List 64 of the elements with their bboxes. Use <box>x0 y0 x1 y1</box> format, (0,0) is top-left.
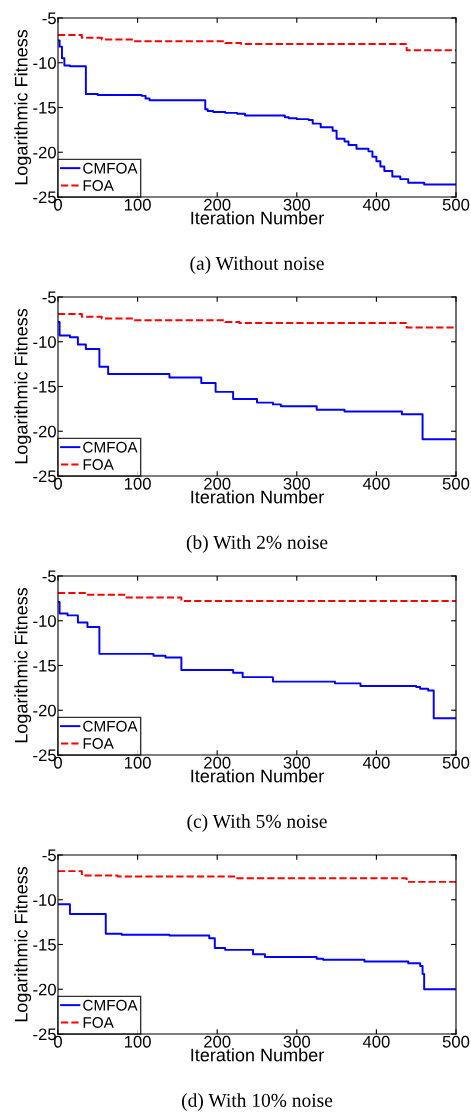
x-tick-label: 100 <box>124 1035 151 1048</box>
x-tick-label: 100 <box>124 198 151 211</box>
text: (b) With 2% noise <box>186 535 328 553</box>
y-tick-label: -5 <box>42 291 56 304</box>
y-tick-label: -20 <box>33 425 56 438</box>
x-tick-label: 200 <box>204 198 231 211</box>
x-tick-label: 0 <box>54 198 62 211</box>
y-tick-label: -10 <box>33 894 56 906</box>
legend-label: CMFOA <box>83 162 138 174</box>
y-axis-title: Logarithmic Fitness <box>14 308 32 464</box>
x-tick-label: 0 <box>54 756 62 769</box>
y-tick-label: -15 <box>33 939 56 951</box>
y-tick-label: -15 <box>33 660 56 672</box>
x-tick-label: 400 <box>362 198 390 211</box>
legend-label: FOA <box>83 459 114 470</box>
x-tick-label: 400 <box>362 1035 390 1048</box>
x-tick-label: 500 <box>442 1035 470 1048</box>
y-tick-label: -20 <box>33 704 56 717</box>
y-tick-label: -5 <box>42 12 56 25</box>
x-tick-label: 300 <box>283 198 311 211</box>
x-tick-label: 300 <box>283 1035 311 1048</box>
x-tick-label: 200 <box>204 1035 231 1048</box>
y-tick-label: -5 <box>42 849 56 862</box>
x-tick-label: 0 <box>54 1035 62 1048</box>
x-tick-label: 200 <box>204 756 231 769</box>
y-tick-label: -15 <box>33 102 56 114</box>
text: (c) With 5% noise <box>187 814 327 832</box>
x-tick-label: 100 <box>124 756 151 769</box>
x-tick-label: 0 <box>54 477 62 490</box>
x-tick-label: 500 <box>442 198 470 211</box>
x-tick-label: 400 <box>362 477 390 490</box>
y-tick-label: -5 <box>42 570 56 583</box>
x-tick-label: 500 <box>442 756 470 769</box>
y-tick-label: -10 <box>33 57 56 69</box>
y-tick-label: -20 <box>33 983 56 996</box>
legend-label: FOA <box>83 180 114 191</box>
x-tick-label: 300 <box>283 756 311 769</box>
x-axis-title: Iteration Number <box>191 490 324 504</box>
text: (a) Without noise <box>190 256 324 274</box>
y-tick-label: -25 <box>33 470 56 483</box>
legend-label: CMFOA <box>83 999 138 1011</box>
x-tick-label: 100 <box>124 477 151 490</box>
y-tick-label: -10 <box>33 615 56 627</box>
legend-label: CMFOA <box>83 720 138 732</box>
x-axis-title: Iteration Number <box>191 211 324 225</box>
y-tick-label: -15 <box>33 381 56 393</box>
y-axis-title: Logarithmic Fitness <box>14 866 32 1022</box>
y-tick-label: -25 <box>33 749 56 762</box>
legend-label: FOA <box>83 1017 114 1028</box>
x-tick-label: 400 <box>362 756 390 769</box>
y-tick-label: -25 <box>33 1028 56 1041</box>
x-axis-title: Iteration Number <box>191 769 324 783</box>
x-tick-label: 300 <box>283 477 311 490</box>
legend-label: FOA <box>83 738 114 749</box>
x-tick-label: 500 <box>442 477 470 490</box>
y-tick-label: -20 <box>33 146 56 159</box>
y-tick-label: -10 <box>33 336 56 348</box>
y-axis-title: Logarithmic Fitness <box>14 587 32 743</box>
x-axis-title: Iteration Number <box>191 1048 324 1062</box>
x-tick-label: 200 <box>204 477 231 490</box>
text: (d) With 10% noise <box>182 1093 333 1111</box>
legend-label: CMFOA <box>83 441 138 453</box>
y-axis-title: Logarithmic Fitness <box>14 29 32 185</box>
y-tick-label: -25 <box>33 191 56 204</box>
